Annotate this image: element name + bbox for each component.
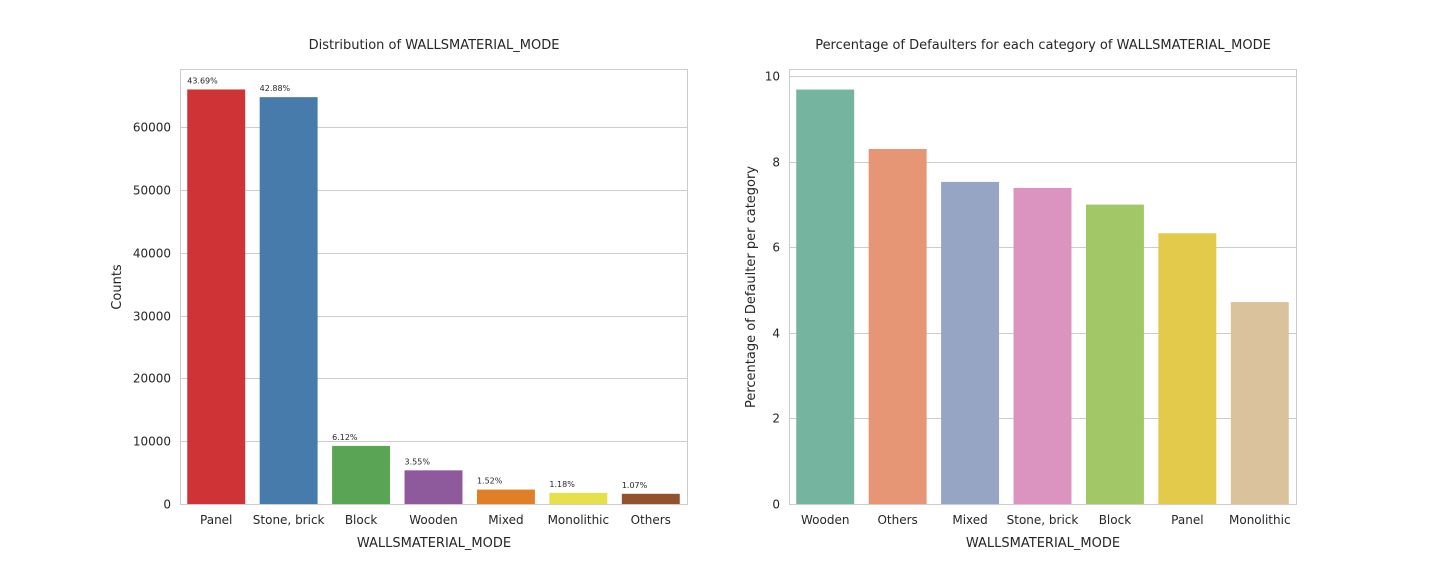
y-tick-label-left: 10000 <box>133 435 171 449</box>
x-axis-label-right: WALLSMATERIAL_MODE <box>966 536 1120 551</box>
y-axis-label-left: Counts <box>110 264 125 310</box>
y-tick-label-right: 8 <box>772 156 780 170</box>
chart-right: 0 2 4 6 8 10 Wooden Others Mixed Stone, brick Bloc… <box>744 38 1297 551</box>
x-tick-label-right: Wooden <box>801 513 849 527</box>
chart-title-left: Distribution of WALLSMATERIAL_MODE <box>309 38 560 53</box>
bar-right <box>1158 233 1217 504</box>
bar-left <box>187 89 246 505</box>
bar-left <box>476 489 535 504</box>
y-tick-label-right: 2 <box>772 412 780 426</box>
x-tick-label-left: Panel <box>200 513 232 527</box>
y-tick-label-left: 0 <box>163 498 171 512</box>
y-tick-label-left: 50000 <box>133 184 171 198</box>
y-tick-label-right: 0 <box>772 498 780 512</box>
bar-right <box>941 181 1000 504</box>
x-tick-label-left: Others <box>631 513 671 527</box>
bar-right <box>868 148 927 505</box>
x-tick-label-left: Mixed <box>488 513 523 527</box>
x-tick-label-right: Panel <box>1171 513 1203 527</box>
plot-area-left <box>180 69 688 505</box>
bar-data-label: 3.55% <box>405 457 431 466</box>
bar-data-label: 1.52% <box>477 477 503 486</box>
y-tick-label-right: 4 <box>772 327 780 341</box>
bar-data-label: 1.07% <box>622 481 648 490</box>
chart-title-right: Percentage of Defaulters for each catego… <box>815 38 1271 53</box>
y-tick-label-right: 6 <box>772 241 780 255</box>
bar-data-label: 42.88% <box>260 84 291 93</box>
bar-left <box>332 445 391 504</box>
y-axis-label-right: Percentage of Defaulter per category <box>744 166 759 408</box>
bar-right <box>1085 204 1144 504</box>
x-tick-label-right: Mixed <box>952 513 987 527</box>
y-tick-label-left: 20000 <box>133 372 171 386</box>
bar-right <box>796 89 855 504</box>
bar-right <box>1013 187 1072 504</box>
x-axis-label-left: WALLSMATERIAL_MODE <box>357 536 511 551</box>
y-tick-label-left: 40000 <box>133 247 171 261</box>
bar-left <box>259 97 318 505</box>
y-tick-label-left: 60000 <box>133 121 171 135</box>
x-tick-label-right: Stone, brick <box>1007 513 1079 527</box>
bar-data-label: 6.12% <box>332 433 358 442</box>
y-tick-label-left: 30000 <box>133 310 171 324</box>
x-tick-label-right: Monolithic <box>1229 513 1291 527</box>
x-tick-label-right: Others <box>877 513 917 527</box>
x-tick-label-left: Wooden <box>409 513 457 527</box>
bar-data-label: 1.18% <box>549 480 575 489</box>
chart-left: 43.69% 42.88% 6.12% 3.55% 1.52% 1.18% 1.07% 0 1… <box>110 38 688 551</box>
bar-right <box>1230 302 1289 504</box>
x-tick-label-right: Block <box>1099 513 1132 527</box>
bar-left <box>404 470 463 504</box>
x-tick-label-left: Block <box>345 513 378 527</box>
bar-left <box>549 492 608 504</box>
x-tick-label-left: Monolithic <box>548 513 610 527</box>
y-tick-label-right: 10 <box>765 70 780 84</box>
bar-left <box>621 493 680 504</box>
x-tick-label-left: Stone, brick <box>253 513 325 527</box>
bar-data-label: 43.69% <box>187 76 218 85</box>
